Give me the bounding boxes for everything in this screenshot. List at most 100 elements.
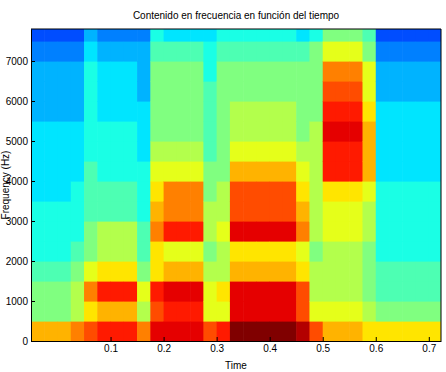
cell [349,181,363,202]
cell [164,81,178,102]
cell [402,321,416,341]
cell [97,101,111,122]
cell [256,301,270,322]
cell [402,29,416,42]
cell [31,121,45,142]
cell [230,221,244,242]
cell [124,201,138,222]
tick: 1000 [6,296,35,307]
cell [124,301,138,322]
tick-label: 0.2 [157,343,171,354]
cell [203,81,217,102]
cell [283,141,297,162]
cell [349,121,363,142]
cell [270,41,284,62]
cell [217,281,231,302]
cell [270,81,284,102]
cell [97,61,111,82]
cell [349,301,363,322]
cell [270,29,284,42]
cell [309,261,323,282]
cell [363,101,377,122]
cell [389,221,403,242]
cell [349,101,363,122]
cell [137,161,151,182]
cell [270,181,284,202]
cell [97,241,111,262]
cell [58,241,72,262]
cell [177,181,191,202]
cell [296,201,310,222]
tick: 7000 [6,56,35,67]
cell [31,201,45,222]
cell [256,41,270,62]
cell [97,281,111,302]
cell [31,301,45,322]
cell [256,61,270,82]
cell [58,181,72,202]
cell [44,301,58,322]
cell [71,201,85,222]
cell [150,301,164,322]
cell [363,161,377,182]
cell [124,221,138,242]
cell [203,301,217,322]
cell [217,121,231,142]
cell [71,221,85,242]
cell [177,321,191,341]
tick-mark [111,337,112,341]
cell [31,101,45,122]
cell [323,261,337,282]
cell [296,29,310,42]
cell [150,281,164,302]
cell [111,41,125,62]
cell [230,121,244,142]
cell [309,81,323,102]
cell [336,281,350,302]
axis-line [31,30,32,342]
cell [177,41,191,62]
cell [44,221,58,242]
cell [71,29,85,42]
cell [150,221,164,242]
tick-mark [164,337,165,341]
tick-label: 1000 [6,296,29,307]
cell [416,201,430,222]
cell [336,241,350,262]
cell [230,29,244,42]
cell [376,201,390,222]
cell [84,81,98,102]
cell [363,29,377,42]
cell [137,181,151,202]
cell [336,81,350,102]
cell [323,41,337,62]
cell [111,241,125,262]
chart: 0.10.20.30.40.50.60.70100020003000400050… [0,0,446,372]
cell [31,141,45,162]
cell [230,261,244,282]
cell [323,141,337,162]
cell [296,221,310,242]
cell [389,201,403,222]
cell [243,29,257,42]
cell [58,61,72,82]
cell [217,301,231,322]
cell [389,281,403,302]
cell [44,29,58,42]
cell [44,241,58,262]
tick: 0.4 [263,337,277,354]
cell [376,41,390,62]
cell [349,61,363,82]
cell [190,241,204,262]
cell [44,161,58,182]
cell [84,161,98,182]
cell [44,141,58,162]
cell [429,281,441,302]
cell [203,41,217,62]
cell [111,221,125,242]
cell [349,281,363,302]
cell [111,121,125,142]
cell [429,101,441,122]
cell [389,141,403,162]
cell [58,81,72,102]
